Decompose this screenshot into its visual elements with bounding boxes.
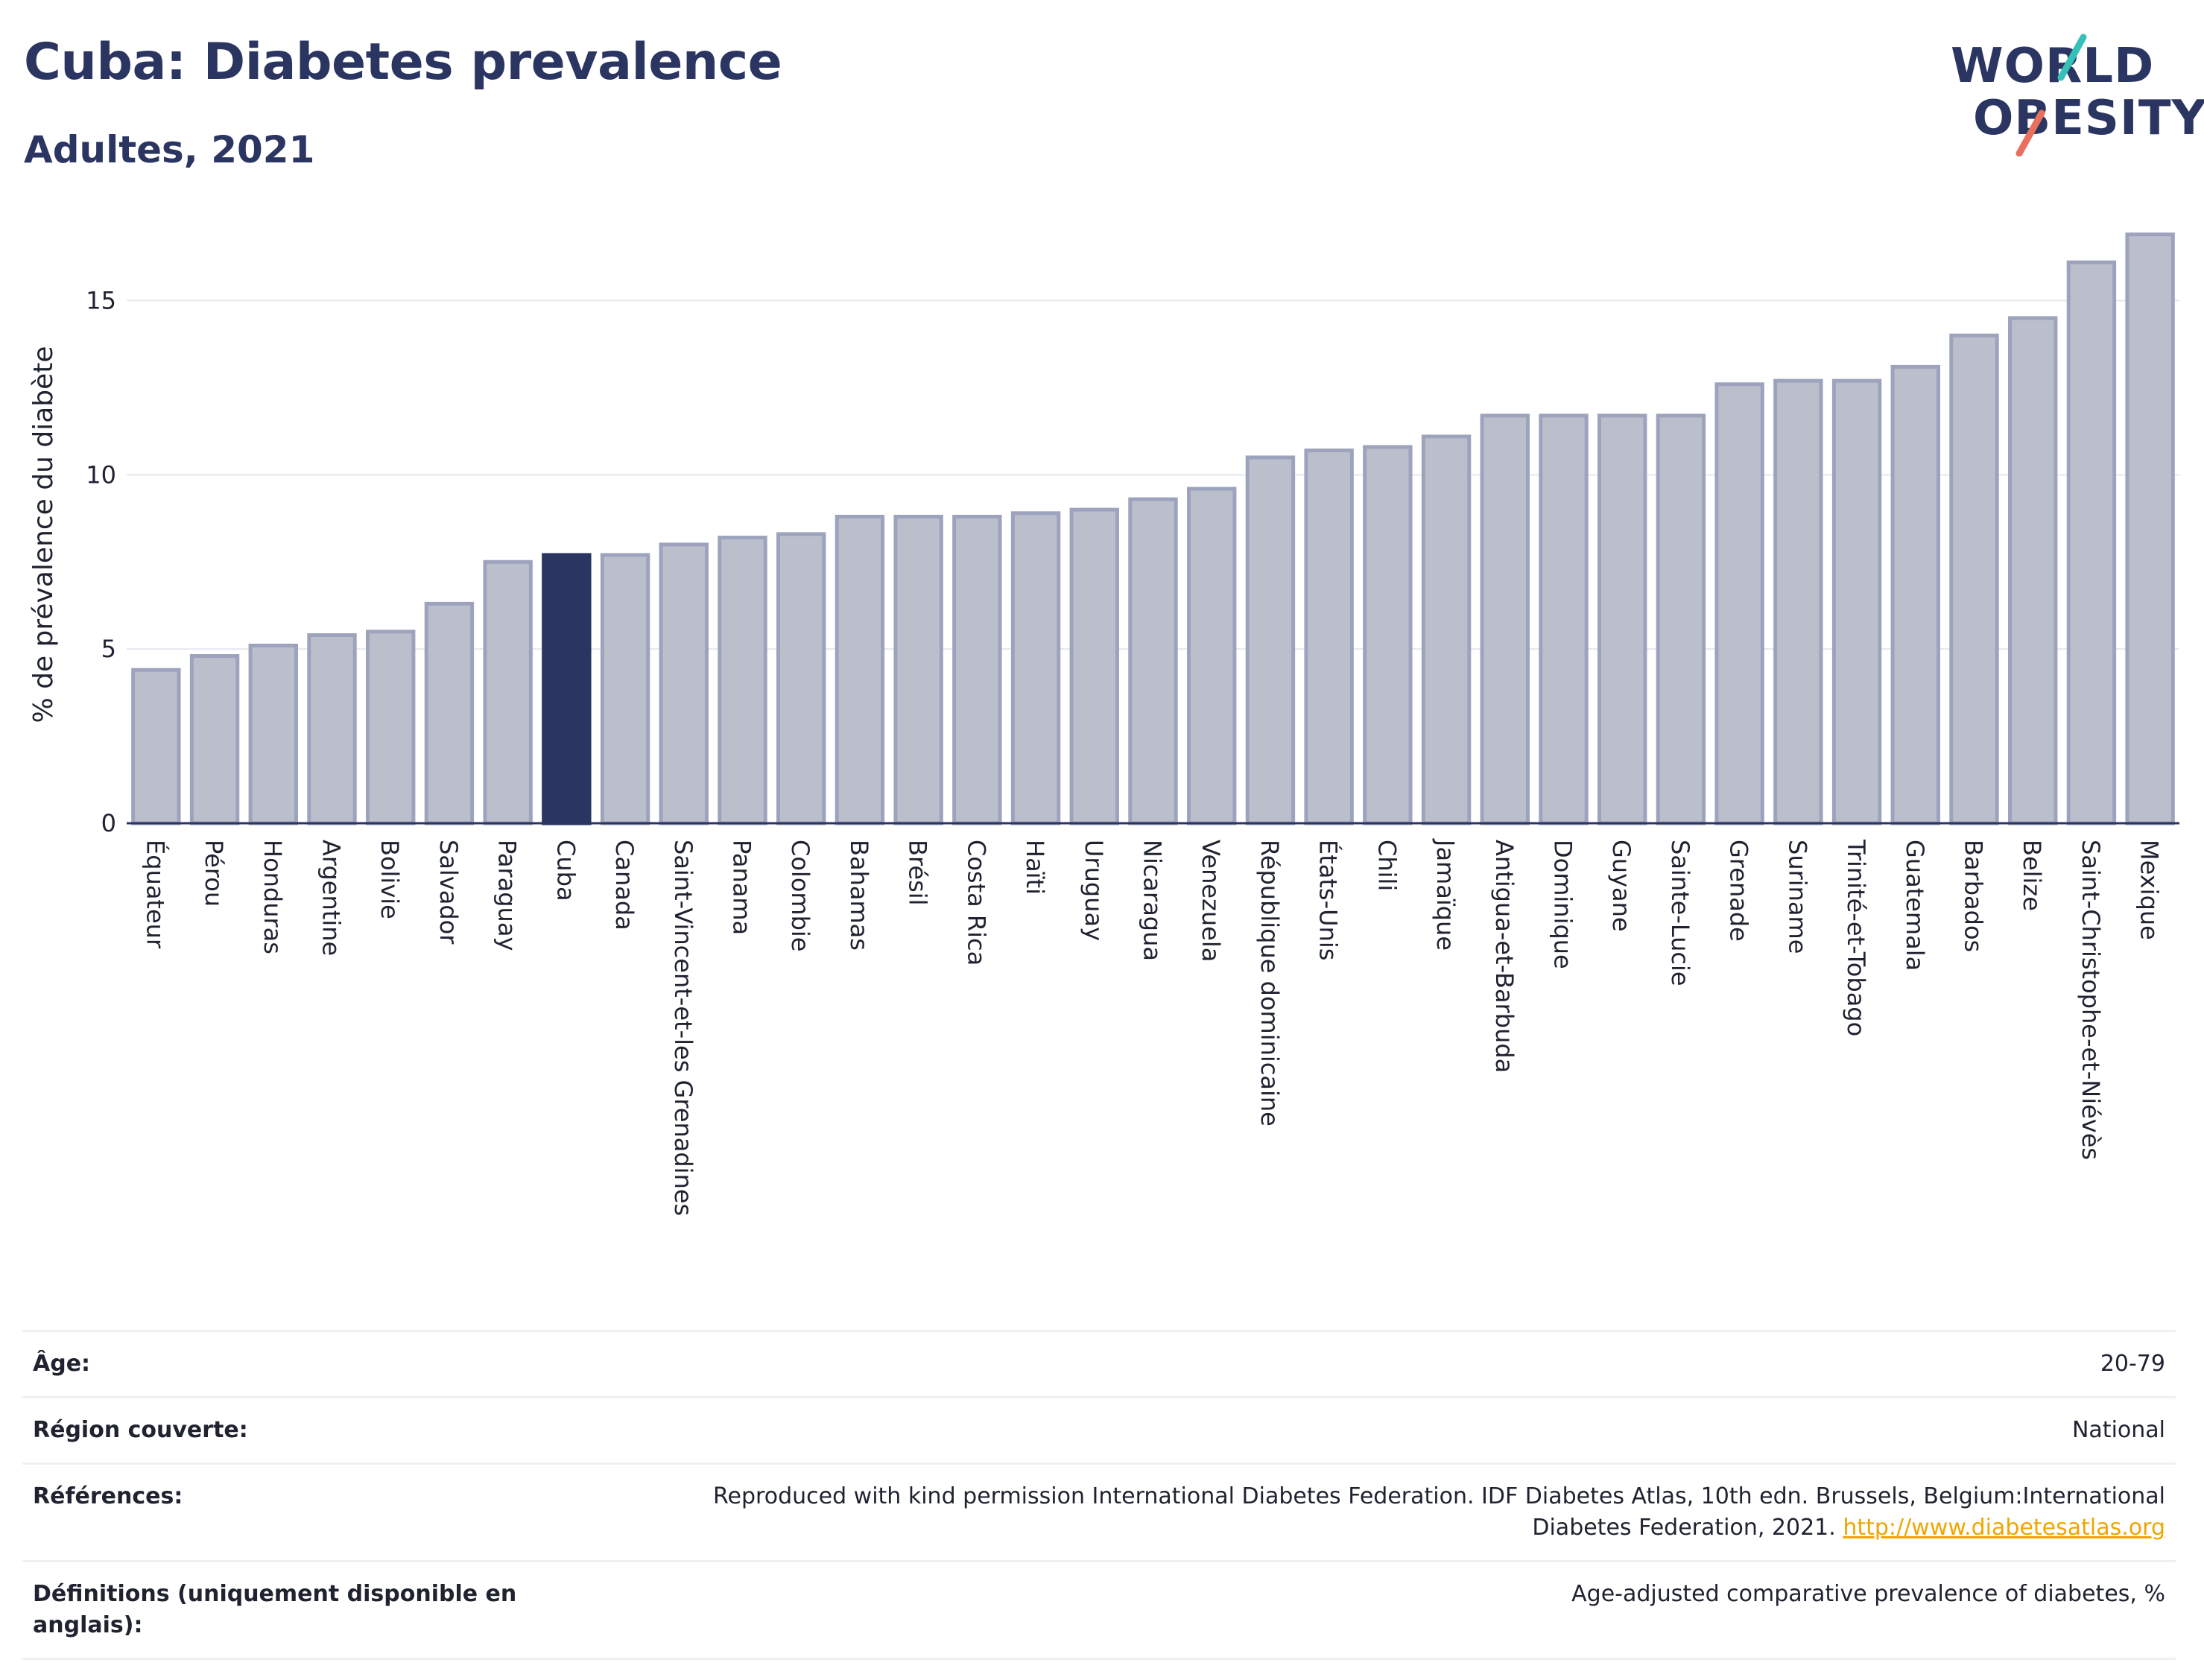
bar-28 [1773, 378, 1823, 825]
bar-9 [659, 542, 709, 825]
bar-29 [1831, 378, 1882, 825]
y-axis-label: % de prévalence du diabète [28, 346, 59, 723]
x-tick-label: Saint-Christophe-et-Niévès [2077, 840, 2105, 1160]
x-tick-label: Nicaragua [1139, 840, 1167, 961]
age-label: Âge: [33, 1351, 91, 1377]
x-tick-label: Panama [728, 840, 756, 935]
x-tick-label: Venezuela [1197, 840, 1225, 962]
bar-31 [1949, 333, 1999, 825]
bar-10 [718, 536, 767, 825]
y-tick-label: 10 [86, 460, 116, 489]
bar-18 [1187, 486, 1237, 825]
x-tick-label: Uruguay [1080, 840, 1108, 941]
bar-1 [189, 654, 240, 825]
bar-30 [1890, 364, 1940, 825]
bar-5 [424, 601, 475, 825]
bar-0 [131, 668, 181, 825]
x-tick-label: Canada [610, 840, 639, 931]
info-row-references: Références: Reproduced with kind permiss… [22, 1462, 2176, 1560]
x-tick-label: Chili [1372, 840, 1401, 891]
page-title: Cuba: Diabetes prevalence [24, 33, 782, 92]
bar-13 [893, 514, 943, 825]
x-tick-label: Suriname [1783, 840, 1811, 954]
x-tick-label: Bahamas [845, 840, 873, 951]
references-label: Références: [33, 1483, 183, 1509]
info-row-definitions: Définitions (uniquement disponible en an… [22, 1560, 2176, 1660]
world-obesity-logo[interactable]: WORLD OBESITY [1937, 22, 2204, 156]
y-tick-label: 0 [101, 809, 116, 837]
bar-4 [366, 630, 416, 825]
x-tick-label: Paraguay [493, 840, 522, 951]
bar-32 [2008, 316, 2058, 825]
x-tick-label: Barbados [1960, 840, 1988, 952]
bar-8 [600, 553, 650, 825]
x-tick-label: Bolivie [376, 840, 404, 919]
x-tick-label: Trinité-et-Tobago [1842, 839, 1870, 1036]
info-table: Âge: 20-79 Région couverte: National Réf… [22, 1330, 2176, 1660]
x-tick-label: Saint-Vincent-et-les Grenadines [669, 840, 697, 1216]
x-tick-label: Dominique [1549, 840, 1577, 969]
x-tick-label: Colombie [786, 840, 814, 951]
bar-33 [2066, 260, 2117, 825]
bar-2 [248, 644, 298, 825]
age-value: 20-79 [2100, 1351, 2165, 1377]
logo-text-world: WORLD [1951, 39, 2155, 94]
x-tick-label: Grenade [1725, 840, 1753, 942]
x-tick-label: Honduras [259, 840, 287, 954]
x-tick-label: Équateur [141, 840, 169, 949]
page-subtitle: Adultes, 2021 [24, 128, 315, 171]
info-row-age: Âge: 20-79 [22, 1330, 2176, 1396]
logo-text-obesity: OBESITY [1973, 91, 2204, 146]
region-label: Région couverte: [33, 1417, 248, 1443]
bar-16 [1069, 507, 1119, 825]
x-tick-label: Argentine [317, 840, 346, 956]
y-tick-label: 5 [101, 635, 116, 663]
bar-6 [483, 560, 533, 825]
x-tick-label: Pérou [200, 840, 228, 907]
bar-22 [1421, 434, 1472, 825]
x-tick-label: Salvador [434, 840, 463, 945]
x-tick-label: Belize [2018, 840, 2046, 911]
bar-34 [2125, 232, 2175, 825]
y-tick-label: 15 [86, 287, 116, 315]
bar-25 [1597, 413, 1647, 825]
bar-26 [1656, 413, 1706, 825]
bar-24 [1539, 413, 1589, 825]
bar-3 [307, 633, 357, 825]
x-tick-label: Guatemala [1901, 840, 1929, 971]
bar-19 [1245, 455, 1296, 825]
references-text: Reproduced with kind permission Internat… [713, 1483, 2165, 1541]
references-value: Reproduced with kind permission Internat… [675, 1481, 2165, 1544]
x-tick-label: République dominicaine [1255, 840, 1284, 1126]
bar-20 [1304, 448, 1354, 825]
x-tick-label: États-Unis [1314, 840, 1343, 960]
bar-14 [952, 514, 1002, 825]
bar-21 [1363, 445, 1413, 825]
info-row-region: Région couverte: National [22, 1396, 2176, 1462]
bar-27 [1714, 382, 1764, 825]
diabetes-atlas-link[interactable]: http://www.diabetesatlas.org [1843, 1515, 2165, 1541]
definitions-value: Age-adjusted comparative prevalence of d… [1571, 1581, 2165, 1607]
x-tick-label: Guyane [1607, 840, 1635, 932]
bar-7 [542, 553, 592, 825]
bar-15 [1010, 511, 1061, 825]
logo-slash-icon [2015, 34, 2087, 156]
x-tick-label: Mexique [2135, 840, 2164, 940]
bar-17 [1128, 497, 1178, 825]
bar-chart: 0 5 10 15 % de prévalence du diabète Équateur… [28, 232, 2179, 1216]
x-tick-label: Haïti [1021, 840, 1049, 895]
x-tick-label: Jamaïque [1431, 838, 1460, 951]
bar-12 [835, 514, 885, 825]
x-tick-label: Costa Rica [962, 840, 990, 966]
bar-11 [776, 532, 826, 825]
x-tick-label: Cuba [551, 840, 580, 901]
x-tick-label: Sainte-Lucie [1666, 840, 1694, 986]
x-tick-label: Antigua-et-Barbuda [1490, 840, 1519, 1073]
region-value: National [2071, 1417, 2165, 1443]
x-tick-label: Brésil [904, 840, 932, 906]
bar-23 [1480, 413, 1530, 825]
definitions-label: Définitions (uniquement disponible en an… [33, 1581, 517, 1638]
